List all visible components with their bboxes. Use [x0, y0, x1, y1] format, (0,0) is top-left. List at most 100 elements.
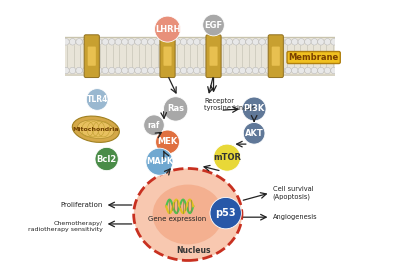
Circle shape: [285, 67, 292, 74]
Circle shape: [102, 67, 108, 74]
Circle shape: [187, 39, 194, 45]
Circle shape: [69, 67, 76, 74]
Text: Mitochondria: Mitochondria: [72, 127, 119, 132]
Circle shape: [259, 67, 265, 74]
Circle shape: [331, 39, 337, 45]
Circle shape: [122, 67, 128, 74]
Circle shape: [246, 39, 252, 45]
Circle shape: [233, 39, 239, 45]
Circle shape: [95, 147, 118, 171]
Ellipse shape: [142, 175, 234, 254]
Circle shape: [292, 39, 298, 45]
FancyBboxPatch shape: [58, 37, 342, 75]
Circle shape: [167, 39, 174, 45]
Circle shape: [272, 67, 278, 74]
Circle shape: [161, 39, 167, 45]
Circle shape: [144, 115, 164, 135]
Circle shape: [252, 67, 259, 74]
Text: raf: raf: [148, 121, 160, 130]
Circle shape: [194, 67, 200, 74]
Circle shape: [265, 39, 272, 45]
Circle shape: [180, 67, 187, 74]
Circle shape: [128, 67, 135, 74]
Circle shape: [187, 67, 194, 74]
Circle shape: [154, 16, 180, 42]
Text: Cell survival
(Apoptosis): Cell survival (Apoptosis): [272, 186, 313, 200]
Circle shape: [304, 39, 311, 45]
Circle shape: [220, 67, 226, 74]
FancyBboxPatch shape: [84, 35, 99, 78]
Circle shape: [115, 39, 122, 45]
Text: Nucleus: Nucleus: [176, 246, 210, 255]
Circle shape: [69, 39, 76, 45]
Circle shape: [278, 67, 285, 74]
Circle shape: [164, 97, 188, 121]
Circle shape: [298, 67, 304, 74]
Circle shape: [304, 67, 311, 74]
Circle shape: [156, 130, 180, 154]
Circle shape: [96, 67, 102, 74]
Circle shape: [200, 39, 206, 45]
Text: Chemotherapy/
radiotherapy sensitivity: Chemotherapy/ radiotherapy sensitivity: [28, 221, 102, 232]
Circle shape: [285, 39, 292, 45]
FancyBboxPatch shape: [160, 35, 175, 78]
Text: p53: p53: [215, 208, 236, 218]
Circle shape: [63, 67, 69, 74]
Circle shape: [239, 39, 246, 45]
Text: Angiogenesis: Angiogenesis: [272, 214, 317, 220]
Circle shape: [108, 39, 115, 45]
Text: Membrane: Membrane: [288, 53, 339, 62]
Text: PI3K: PI3K: [244, 104, 265, 113]
Circle shape: [148, 39, 154, 45]
Circle shape: [76, 67, 82, 74]
Circle shape: [220, 39, 226, 45]
Circle shape: [167, 67, 174, 74]
Circle shape: [82, 39, 89, 45]
Circle shape: [311, 67, 318, 74]
Text: LHRH: LHRH: [155, 24, 180, 34]
Circle shape: [233, 67, 239, 74]
Circle shape: [96, 39, 102, 45]
Circle shape: [148, 67, 154, 74]
Text: MAPK: MAPK: [146, 157, 173, 166]
Circle shape: [298, 39, 304, 45]
Text: EGF: EGF: [204, 21, 222, 30]
Text: MEK: MEK: [158, 137, 178, 146]
Text: TLR4: TLR4: [86, 95, 108, 104]
Circle shape: [174, 67, 180, 74]
Circle shape: [161, 67, 167, 74]
Circle shape: [203, 14, 224, 36]
Circle shape: [146, 148, 173, 175]
Circle shape: [115, 67, 122, 74]
Ellipse shape: [153, 185, 223, 244]
Circle shape: [292, 67, 298, 74]
FancyBboxPatch shape: [164, 47, 172, 66]
Circle shape: [324, 67, 331, 74]
FancyBboxPatch shape: [272, 47, 280, 66]
Circle shape: [226, 39, 233, 45]
Circle shape: [331, 67, 337, 74]
Ellipse shape: [78, 120, 114, 138]
Circle shape: [128, 39, 135, 45]
Circle shape: [213, 39, 220, 45]
Circle shape: [239, 67, 246, 74]
Circle shape: [318, 67, 324, 74]
Circle shape: [206, 67, 213, 74]
Text: mTOR: mTOR: [213, 153, 241, 162]
FancyBboxPatch shape: [206, 35, 221, 78]
Circle shape: [252, 39, 259, 45]
Circle shape: [86, 89, 108, 110]
Circle shape: [180, 39, 187, 45]
Circle shape: [311, 39, 318, 45]
Text: Receptor
tyrosine kinase: Receptor tyrosine kinase: [204, 98, 255, 111]
Circle shape: [278, 39, 285, 45]
Ellipse shape: [134, 168, 242, 261]
Circle shape: [82, 67, 89, 74]
Circle shape: [108, 67, 115, 74]
Circle shape: [200, 67, 206, 74]
FancyBboxPatch shape: [210, 47, 218, 66]
Circle shape: [206, 39, 213, 45]
Circle shape: [243, 122, 265, 144]
Circle shape: [122, 39, 128, 45]
Circle shape: [214, 144, 240, 171]
